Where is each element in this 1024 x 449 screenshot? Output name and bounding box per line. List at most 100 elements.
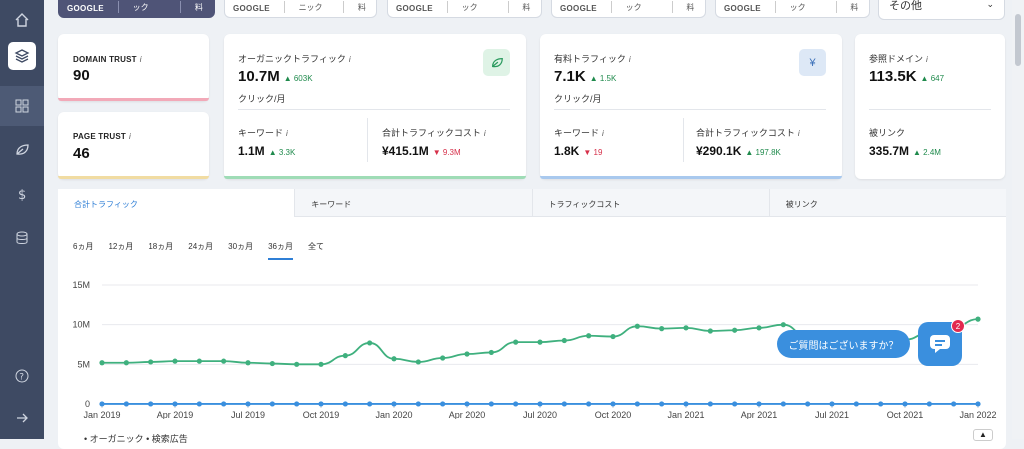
svg-text:$: $ <box>18 188 26 202</box>
scrollbar[interactable] <box>1012 0 1024 439</box>
data-point <box>805 401 811 407</box>
dollar-icon[interactable]: $ <box>8 180 36 208</box>
x-tick-label: Oct 2019 <box>303 410 340 419</box>
data-point <box>732 401 738 407</box>
organic-traffic-unit: クリック/月 <box>238 94 286 104</box>
data-point <box>148 359 154 365</box>
data-point <box>221 358 227 364</box>
period-all[interactable]: 全て <box>307 242 324 251</box>
sidebar: $ ? <box>0 0 44 439</box>
info-icon[interactable]: i <box>139 55 142 64</box>
data-point <box>975 316 981 322</box>
other-select-value: その他 <box>889 0 922 12</box>
google-label: GOOGLE <box>67 4 104 13</box>
data-point <box>342 353 348 359</box>
data-point <box>172 401 178 407</box>
x-tick-label: Jul 2020 <box>523 410 557 419</box>
info-icon[interactable]: i <box>926 55 928 64</box>
other-select[interactable]: その他 ⌄ <box>878 0 1005 20</box>
data-point <box>902 401 908 407</box>
source-tab-2[interactable]: GOOGLE オーガニック 有料 <box>224 0 377 18</box>
info-icon[interactable]: i <box>483 129 486 138</box>
paid-label: 有料 <box>194 0 203 12</box>
period-6m[interactable]: 6ヵ月 <box>73 242 94 251</box>
x-tick-label: Jan 2020 <box>375 410 412 419</box>
source-tab-5[interactable]: GOOGLE オーガニック 有料 <box>715 0 870 18</box>
period-24m[interactable]: 24ヵ月 <box>188 242 214 251</box>
scrollbar-thumb[interactable] <box>1015 14 1021 66</box>
scroll-top-button[interactable]: ▲ <box>973 429 993 441</box>
chat-prompt[interactable]: ご質問はございますか？ <box>777 330 910 358</box>
period-30m[interactable]: 30ヵ月 <box>228 242 254 251</box>
data-point <box>440 401 446 407</box>
chat-button[interactable] <box>918 322 962 366</box>
tab-traffic-cost[interactable]: トラフィックコスト <box>531 189 769 217</box>
data-point <box>391 401 397 407</box>
data-point <box>829 401 835 407</box>
separator <box>283 1 285 13</box>
data-point <box>464 351 470 357</box>
data-point <box>707 401 713 407</box>
organic-label: オーガニック <box>461 0 494 12</box>
info-icon[interactable]: i <box>628 55 631 64</box>
tab-backlinks[interactable]: 被リンク <box>768 189 1006 217</box>
arrow-right-icon[interactable] <box>8 404 36 432</box>
period-selector: 6ヵ月 12ヵ月 18ヵ月 24ヵ月 30ヵ月 36ヵ月 全て <box>73 241 324 260</box>
x-tick-label: Jan 2019 <box>83 410 120 419</box>
organic-traffic-card: オーガニックトラフィック i 10.7M ▲ 603K クリック/月 キーワード i … <box>224 34 526 179</box>
page-trust-label: PAGE TRUST <box>73 132 126 141</box>
layers-icon[interactable] <box>8 42 36 70</box>
info-icon[interactable]: i <box>797 129 800 138</box>
separator <box>610 1 612 13</box>
data-point <box>926 401 932 407</box>
divider <box>554 109 826 110</box>
grid-icon[interactable] <box>8 92 36 120</box>
x-tick-label: Jul 2019 <box>231 410 265 419</box>
domain-trust-card: DOMAIN TRUST i 90 <box>58 34 209 101</box>
organic-label: オーガニック <box>789 0 822 12</box>
source-tab-3[interactable]: GOOGLE オーガニック 有料 <box>387 0 542 18</box>
home-icon[interactable] <box>8 6 36 34</box>
sidebar-active-band <box>0 86 44 126</box>
separator <box>835 1 837 13</box>
period-12m[interactable]: 12ヵ月 <box>108 242 134 251</box>
data-point <box>659 326 665 332</box>
database-icon[interactable] <box>8 224 36 252</box>
organic-cost-label: 合計トラフィックコスト <box>382 128 481 138</box>
x-tick-label: Jan 2022 <box>959 410 996 419</box>
organic-cost-value: ¥415.1M <box>382 144 429 158</box>
separator <box>117 1 119 13</box>
domain-trust-label: DOMAIN TRUST <box>73 55 137 64</box>
data-point <box>610 333 616 340</box>
traffic-chart-card: 合計トラフィック キーワード トラフィックコスト 被リンク 6ヵ月 12ヵ月 1… <box>58 189 1006 449</box>
data-point <box>391 356 397 362</box>
chevron-down-icon: ⌄ <box>986 0 994 9</box>
source-tab-1[interactable]: GOOGLE オーガニック 有料 <box>58 0 215 18</box>
leaf-icon[interactable] <box>8 136 36 164</box>
data-point <box>756 401 762 407</box>
data-point <box>318 361 324 367</box>
domain-trust-value: 90 <box>73 67 90 84</box>
data-point <box>294 401 300 407</box>
period-36m[interactable]: 36ヵ月 <box>268 241 293 260</box>
tab-total-traffic[interactable]: 合計トラフィック <box>58 189 295 217</box>
page-trust-bar <box>58 176 209 179</box>
period-18m[interactable]: 18ヵ月 <box>148 242 174 251</box>
data-point <box>464 401 470 407</box>
backlinks-value: 335.7M <box>869 144 910 158</box>
organic-label: オーガニック <box>625 0 658 12</box>
source-tab-4[interactable]: GOOGLE オーガニック 有料 <box>551 0 706 18</box>
google-label: GOOGLE <box>233 4 270 13</box>
info-icon[interactable]: i <box>286 129 288 138</box>
info-icon[interactable]: i <box>602 129 604 138</box>
info-icon[interactable]: i <box>128 132 131 141</box>
help-icon[interactable]: ? <box>8 362 36 390</box>
tab-keywords[interactable]: キーワード <box>294 189 532 217</box>
data-point <box>367 401 373 407</box>
data-point <box>683 325 689 331</box>
data-point <box>780 322 786 328</box>
y-tick-label: 5M <box>77 359 90 369</box>
y-tick-label: 0 <box>85 399 90 409</box>
data-point <box>513 401 519 407</box>
info-icon[interactable]: i <box>348 55 351 64</box>
